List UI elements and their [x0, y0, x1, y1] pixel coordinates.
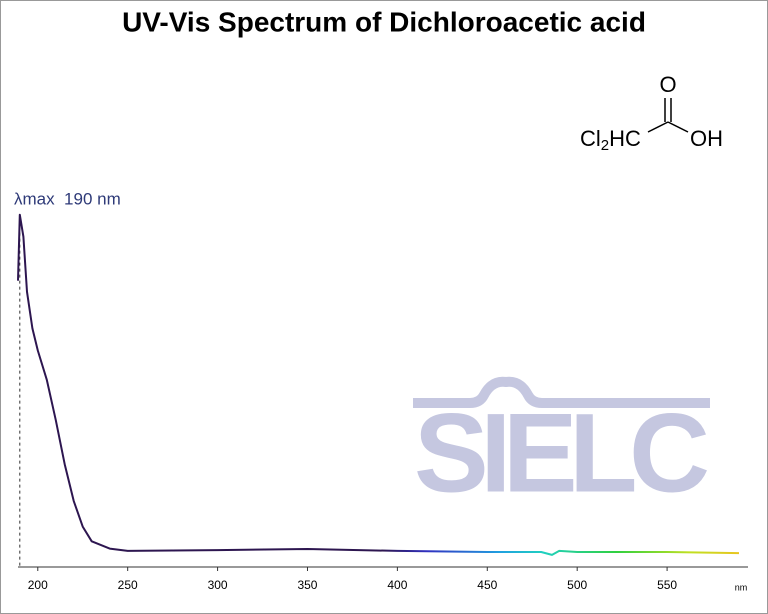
- atom: Cl: [580, 126, 601, 151]
- subscript: 2: [601, 137, 609, 154]
- watermark-group: SIELC: [413, 376, 710, 516]
- x-tick-label: 250: [118, 578, 138, 592]
- watermark: SIELC: [414, 391, 710, 516]
- x-tick-label: 450: [477, 578, 497, 592]
- atom: OH: [690, 126, 723, 151]
- group-label: Cl2HC: [580, 126, 641, 154]
- annotation: λmax 190 nm: [14, 189, 121, 208]
- chart-title: UV-Vis Spectrum of Dichloroacetic acid: [122, 6, 646, 37]
- atom: HC: [609, 126, 641, 151]
- x-tick-label: 550: [657, 578, 677, 592]
- x-tick-label: 500: [567, 578, 587, 592]
- x-axis-label: nm: [735, 582, 748, 592]
- atom: O: [659, 72, 676, 97]
- structure: O Cl2HC OH: [580, 72, 723, 154]
- x-tick-label: 350: [297, 578, 317, 592]
- bond: [647, 121, 669, 133]
- x-tick-label: 300: [208, 578, 228, 592]
- watermark-arc: [413, 376, 710, 408]
- x-tick-label: 400: [387, 578, 407, 592]
- bond: [667, 121, 689, 133]
- x-tick-label: 200: [28, 578, 48, 592]
- spectrum-line: [17, 213, 740, 556]
